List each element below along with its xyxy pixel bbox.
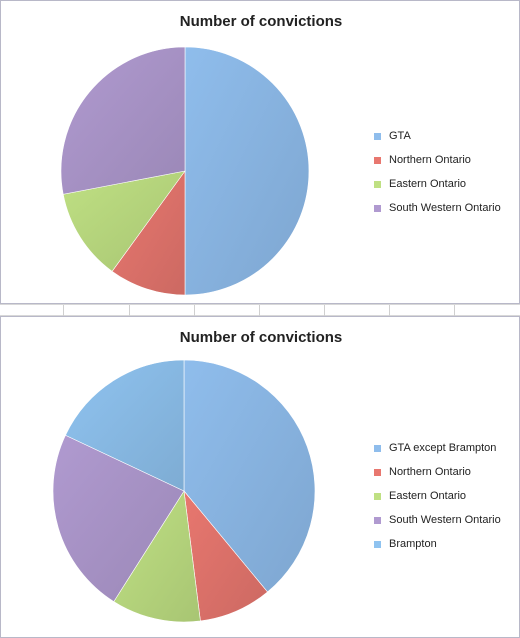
legend-label: Eastern Ontario	[389, 178, 467, 190]
legend-item-northern-ontario: Northern Ontario	[374, 466, 501, 478]
pie-slice-south-western-ontario	[60, 46, 186, 195]
pie-slice-gta-except-brampton	[183, 359, 316, 593]
legend-item-south-western-ontario: South Western Ontario	[374, 202, 501, 214]
legend-label: Northern Ontario	[389, 154, 471, 166]
legend-label: GTA	[389, 130, 411, 142]
legend-item-south-western-ontario: South Western Ontario	[374, 514, 501, 526]
pie-slice-eastern-ontario	[113, 490, 201, 623]
pie-slice-northern-ontario	[111, 170, 186, 296]
legend-label: Northern Ontario	[389, 466, 471, 478]
pie-slice-eastern-ontario	[62, 170, 186, 272]
pie-slice-gta	[184, 46, 310, 296]
legend-swatch	[374, 204, 381, 212]
legend-label: Brampton	[389, 538, 437, 550]
pie-slice-south-western-ontario	[52, 434, 185, 603]
legend-label: South Western Ontario	[389, 202, 501, 214]
legend-swatch	[374, 492, 381, 500]
legend-swatch	[374, 516, 381, 524]
legend-swatch	[374, 540, 381, 548]
chart-legend: GTA Northern Ontario Eastern Ontario South …	[374, 130, 501, 226]
chart-title: Number of convictions	[179, 13, 343, 30]
legend-swatch	[374, 468, 381, 476]
legend-item-eastern-ontario: Eastern Ontario	[374, 490, 501, 502]
chart-panel-1: Number of convictions GTA Northern Ontari…	[0, 0, 520, 304]
legend-item-brampton: Brampton	[374, 538, 501, 550]
sheet-gridlines	[0, 304, 520, 317]
legend-swatch	[374, 444, 381, 452]
legend-label: GTA except Brampton	[389, 442, 497, 454]
legend-swatch	[374, 180, 381, 188]
legend-item-gta-except-brampton: GTA except Brampton	[374, 442, 501, 454]
legend-item-eastern-ontario: Eastern Ontario	[374, 178, 501, 190]
legend-item-gta: GTA	[374, 130, 501, 142]
legend-label: South Western Ontario	[389, 514, 501, 526]
legend-item-northern-ontario: Northern Ontario	[374, 154, 501, 166]
legend-label: Eastern Ontario	[389, 490, 467, 502]
legend-swatch	[374, 132, 381, 140]
chart-panel-2: Number of convictions GTA except Brampto…	[0, 316, 520, 638]
chart-title: Number of convictions	[179, 329, 343, 346]
legend-swatch	[374, 156, 381, 164]
pie-chart	[60, 46, 310, 296]
chart-legend: GTA except Brampton Northern Ontario Easte…	[374, 442, 501, 562]
pie-slice-brampton	[65, 359, 185, 492]
pie-chart	[52, 359, 316, 623]
